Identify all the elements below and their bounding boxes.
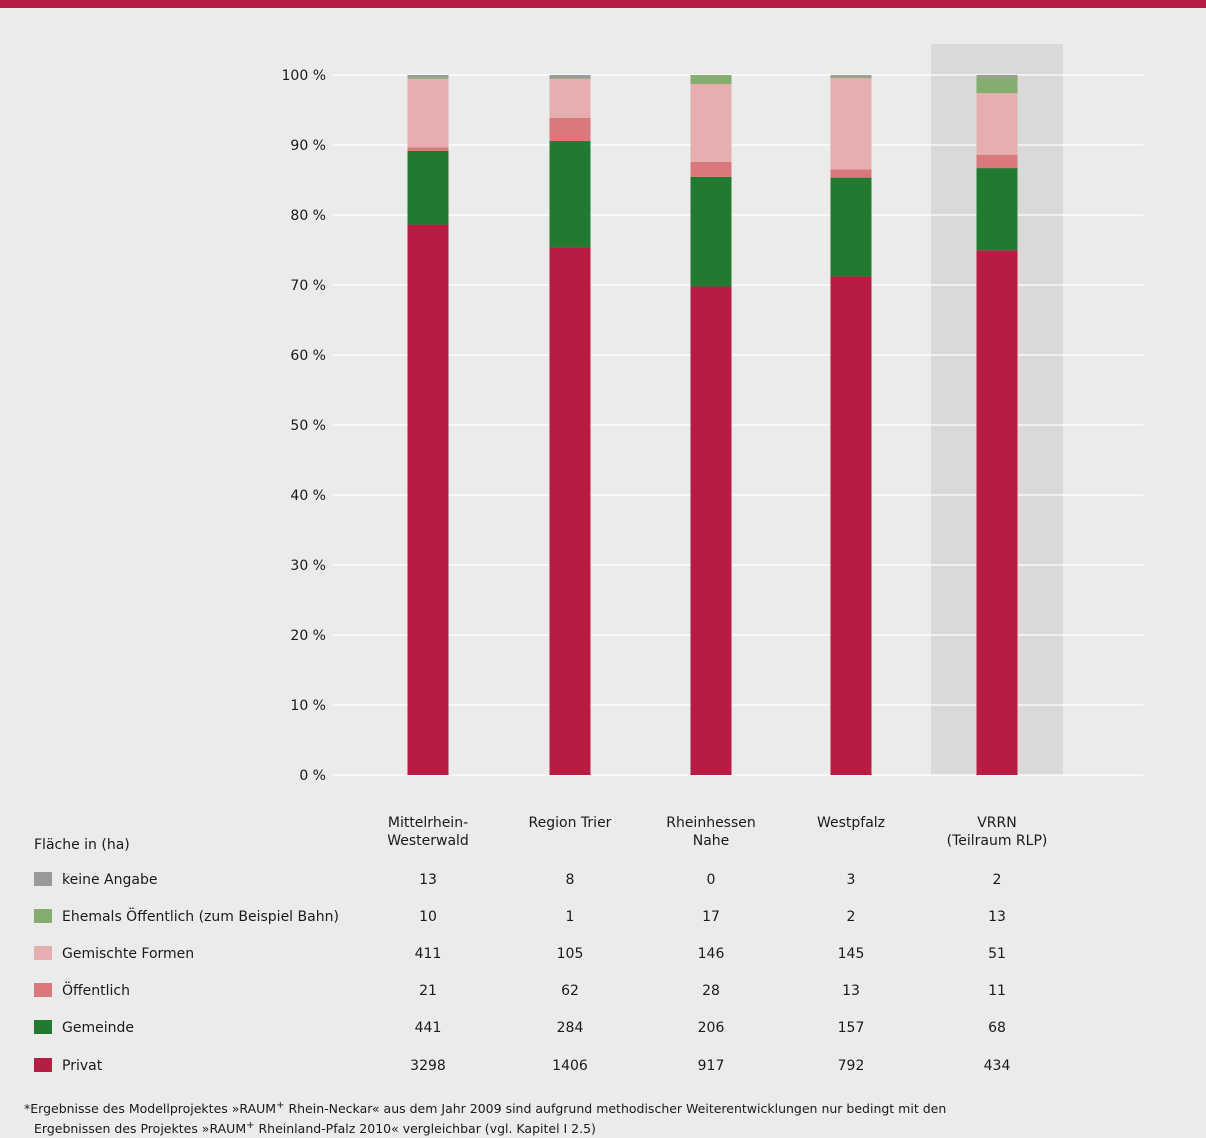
y-tick-label: 30 % <box>290 558 326 574</box>
legend-label: Ehemals Öffentlich (zum Beispiel Bahn) <box>62 909 339 925</box>
table-cell: 28 <box>702 983 720 999</box>
bar-segment <box>830 276 872 775</box>
table-cell: 2 <box>846 909 856 925</box>
footnote: *Ergebnisse des Modellprojektes »RAUM+ R… <box>24 1097 1194 1137</box>
bar-segment <box>690 286 732 775</box>
table-cell: 434 <box>983 1058 1011 1074</box>
table-cell: 68 <box>988 1020 1006 1036</box>
y-tick-label: 50 % <box>290 418 326 434</box>
table-cell: 62 <box>561 983 579 999</box>
bar-segment <box>976 93 1018 155</box>
footnote-line-2: Ergebnissen des Projektes »RAUM+ Rheinla… <box>24 1117 1194 1137</box>
bar-segment <box>549 78 591 118</box>
table-cell: 13 <box>419 872 437 888</box>
legend-swatch <box>34 983 52 997</box>
bar-segment <box>830 75 872 77</box>
bar-segment <box>976 168 1018 251</box>
legend-swatch <box>34 1020 52 1034</box>
table-cell: 411 <box>414 946 442 962</box>
footnote-sup: + <box>276 1100 285 1111</box>
footnote-text: Rhein-Neckar« aus dem Jahr 2009 sind auf… <box>284 1101 947 1117</box>
legend-label: Öffentlich <box>62 983 130 999</box>
category-label: Mittelrhein- Westerwald <box>387 815 469 849</box>
y-tick-label: 60 % <box>290 348 326 364</box>
category-label: VRRN (Teilraum RLP) <box>946 815 1048 849</box>
table-cell: 13 <box>988 909 1006 925</box>
y-tick-label: 20 % <box>290 628 326 644</box>
table-cell: 0 <box>706 872 716 888</box>
y-tick-label: 80 % <box>290 208 326 224</box>
legend-label: Privat <box>62 1058 103 1074</box>
y-tick-label: 100 % <box>282 68 326 84</box>
table-header: Fläche in (ha) <box>34 837 130 853</box>
bar-segment <box>407 78 449 148</box>
table-cell: 105 <box>556 946 584 962</box>
bar-segment <box>976 77 1018 94</box>
table-cell: 10 <box>419 909 437 925</box>
bar-segment <box>690 176 732 287</box>
table-cell: 3 <box>846 872 856 888</box>
bar-segment <box>690 75 732 85</box>
bar-segment <box>690 84 732 162</box>
bar-segment <box>976 75 1018 78</box>
table-cell: 206 <box>697 1020 725 1036</box>
table-cell: 3298 <box>410 1058 446 1074</box>
table-cell: 13 <box>842 983 860 999</box>
bar-segment <box>976 154 1018 169</box>
table-cell: 21 <box>419 983 437 999</box>
table-cell: 17 <box>702 909 720 925</box>
top-accent-bar <box>0 0 1206 8</box>
legend-swatch <box>34 946 52 960</box>
y-tick-label: 90 % <box>290 138 326 154</box>
table-cell: 792 <box>837 1058 865 1074</box>
table-cell: 1406 <box>552 1058 588 1074</box>
category-label: Region Trier <box>528 815 612 831</box>
category-label: Westpfalz <box>816 815 886 831</box>
bar-segment <box>830 78 872 170</box>
footnote-text: Ergebnissen des Projektes »RAUM <box>34 1121 247 1137</box>
table-cell: 146 <box>697 946 725 962</box>
table-cell: 2 <box>992 872 1002 888</box>
bar-segment <box>549 78 591 79</box>
bar-segment <box>830 177 872 277</box>
legend-swatch <box>34 909 52 923</box>
table-cell: 11 <box>988 983 1006 999</box>
stacked-bar-chart: 0 % 10 % 20 % 30 % 40 % 50 % 60 % 70 % 80 % 90 % 1… <box>282 44 1143 784</box>
legend-label: Gemeinde <box>62 1020 134 1036</box>
y-tick-label: 70 % <box>290 278 326 294</box>
legend-label: keine Angabe <box>62 872 158 888</box>
bar-segment <box>407 75 449 78</box>
bar-segment <box>976 250 1018 775</box>
table-cell: 917 <box>697 1058 725 1074</box>
bar-segment <box>407 147 449 151</box>
y-tick-label: 0 % <box>299 768 326 784</box>
legend-swatch <box>34 1058 52 1072</box>
bar-segment <box>830 76 872 79</box>
y-tick-label: 40 % <box>290 488 326 504</box>
bar-segment <box>830 169 872 178</box>
bar-segment <box>549 141 591 248</box>
legend-label: Gemischte Formen <box>62 946 195 962</box>
footnote-sup: + <box>246 1120 255 1132</box>
bar-segment <box>407 150 449 225</box>
bar-segment <box>407 224 449 775</box>
category-label: Rheinhessen Nahe <box>666 815 756 849</box>
table-cell: 145 <box>837 946 865 962</box>
table-cell: 284 <box>556 1020 584 1036</box>
footnote-text: *Ergebnisse des Modellprojektes »RAUM <box>24 1101 277 1117</box>
table-cell: 157 <box>837 1020 865 1036</box>
footnote-text: Rheinland-Pfalz 2010« vergleichbar (vgl.… <box>254 1121 596 1137</box>
bar-segment <box>690 161 732 177</box>
bar-segment <box>407 77 449 79</box>
bar-segment <box>549 247 591 775</box>
bar-segment <box>549 75 591 79</box>
bar-segment <box>549 117 591 142</box>
table-cell: 8 <box>565 872 575 888</box>
legend-swatch <box>34 872 52 886</box>
footnote-line-1: *Ergebnisse des Modellprojektes »RAUM+ R… <box>24 1097 1194 1117</box>
table-cell: 441 <box>414 1020 442 1036</box>
table-cell: 51 <box>988 946 1006 962</box>
y-tick-label: 10 % <box>290 698 326 714</box>
table-cell: 1 <box>565 909 575 925</box>
